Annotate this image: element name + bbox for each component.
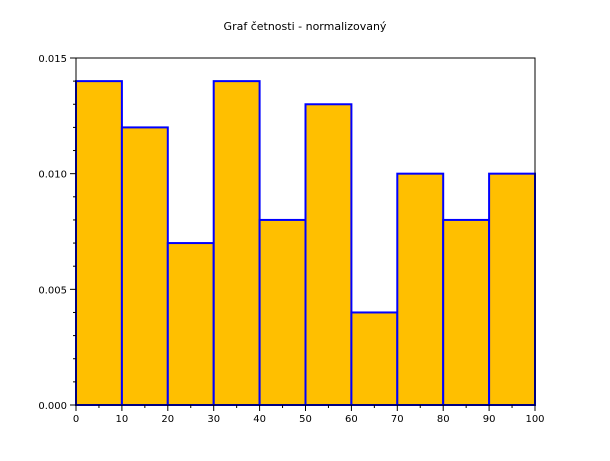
bars-group — [75, 80, 537, 407]
chart-title: Graf četnosti - normalizovaný — [224, 20, 387, 33]
y-tick-label: 0.015 — [38, 54, 67, 65]
y-tick-label: 0.010 — [38, 170, 67, 181]
histogram-bar — [488, 172, 537, 406]
x-tick-label: 20 — [161, 414, 174, 425]
x-tick-label: 100 — [525, 414, 544, 425]
histogram-bar — [442, 218, 491, 406]
x-tick-label: 10 — [116, 414, 129, 425]
x-tick-label: 80 — [437, 414, 450, 425]
y-axis: 0.000 0.005 0.010 0.015 — [38, 54, 76, 412]
x-tick-label: 40 — [253, 414, 266, 425]
histogram-bar — [304, 103, 353, 407]
histogram-bar — [120, 126, 169, 407]
x-tick-label: 0 — [73, 414, 79, 425]
histogram-bar — [350, 311, 399, 407]
histogram-bar — [396, 172, 445, 406]
y-tick-label: 0.000 — [38, 401, 67, 412]
x-axis: 0 10 20 30 40 50 60 70 80 90 100 — [73, 405, 545, 425]
x-tick-label: 30 — [207, 414, 220, 425]
x-tick-label: 70 — [391, 414, 404, 425]
y-tick-label: 0.005 — [38, 285, 67, 296]
x-tick-label: 60 — [345, 414, 358, 425]
histogram-bar — [75, 80, 123, 406]
x-tick-label: 90 — [483, 414, 496, 425]
x-tick-label: 50 — [299, 414, 312, 425]
histogram-bar — [212, 80, 261, 406]
histogram-bar — [258, 218, 307, 406]
histogram-bar — [166, 242, 215, 406]
